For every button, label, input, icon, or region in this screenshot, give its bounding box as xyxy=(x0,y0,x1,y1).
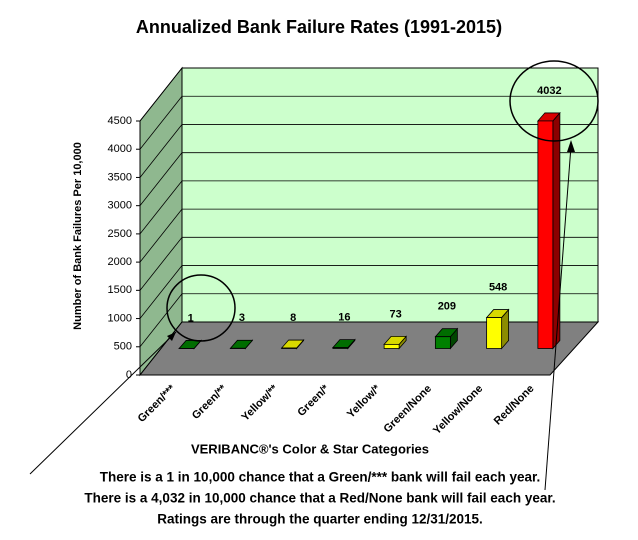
y-tick-label: 3500 xyxy=(108,171,132,183)
y-tick-label: 0 xyxy=(126,369,132,381)
data-label: 209 xyxy=(438,301,456,313)
bar xyxy=(486,317,503,349)
bar xyxy=(434,336,451,349)
x-tick-label: Yellow/* xyxy=(345,382,383,420)
y-tick-label: 2500 xyxy=(108,228,132,240)
data-label: 4032 xyxy=(537,85,561,97)
x-tick-label: Red/None xyxy=(492,383,537,428)
grid-line xyxy=(139,265,183,319)
floor xyxy=(138,321,600,376)
x-tick-label: Green/*** xyxy=(136,382,179,425)
grid-line xyxy=(139,321,183,376)
bars: 1 3 8 16 73 209 548 4032 xyxy=(178,85,562,350)
x-tick-label: Green/* xyxy=(295,382,332,419)
grid-line xyxy=(139,293,183,348)
data-label: 16 xyxy=(338,312,350,324)
data-label: 548 xyxy=(489,281,507,293)
arrow xyxy=(29,331,177,475)
x-tick-label: Green/** xyxy=(190,382,230,422)
arrowhead xyxy=(167,332,176,341)
data-label: 3 xyxy=(239,312,245,324)
bar xyxy=(332,347,349,349)
highlight-circle xyxy=(509,60,599,142)
y-tick-label: 4000 xyxy=(108,143,132,155)
grid-line xyxy=(139,180,183,235)
x-axis-label: VERIBANC®'s Color & Star Categories xyxy=(191,441,429,456)
chart-title: Annualized Bank Failure Rates (1991-2015… xyxy=(136,17,502,37)
grid-line xyxy=(139,152,183,206)
data-label: 73 xyxy=(390,308,402,320)
y-tick-label: 500 xyxy=(114,341,132,353)
grid-line xyxy=(139,95,183,150)
annotation: There is a 4,032 in 10,000 chance that a… xyxy=(84,491,555,506)
y-tick-label: 1500 xyxy=(108,284,132,296)
y-tick-label: 4500 xyxy=(108,115,132,127)
y-tick-label: 3000 xyxy=(108,200,132,212)
y-axis-label: Number of Bank Failures Per 10,000 xyxy=(72,142,84,330)
grid-line xyxy=(139,67,183,122)
data-label: 1 xyxy=(188,312,194,324)
arrowhead xyxy=(567,140,575,152)
back-wall xyxy=(181,67,599,323)
x-tick-label: Green/None xyxy=(381,383,434,436)
annotation: Ratings are through the quarter ending 1… xyxy=(157,512,483,527)
highlight-circle xyxy=(166,274,236,342)
y-tick-label: 2000 xyxy=(108,256,132,268)
grid-line xyxy=(139,124,183,178)
x-tick-label: Yellow/None xyxy=(431,383,485,437)
grid-line xyxy=(139,208,183,263)
arrow xyxy=(544,145,572,491)
grid-line xyxy=(139,237,183,291)
data-label: 8 xyxy=(290,312,296,324)
x-tick-label: Yellow/** xyxy=(239,382,280,423)
bar xyxy=(537,120,554,349)
y-tick-label: 1000 xyxy=(108,312,132,324)
annotation: There is a 1 in 10,000 chance that a Gre… xyxy=(100,470,540,485)
bar xyxy=(383,343,400,349)
grid xyxy=(136,67,598,376)
